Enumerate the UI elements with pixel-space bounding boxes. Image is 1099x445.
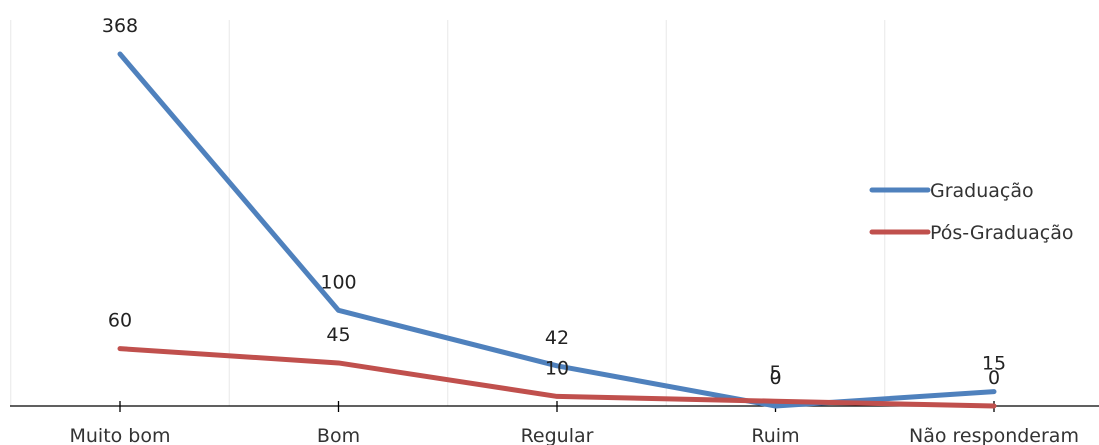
data-label: 60 xyxy=(108,310,132,332)
data-label: 15 xyxy=(982,353,1006,375)
data-label: 45 xyxy=(326,324,350,346)
data-label: 5 xyxy=(769,362,781,384)
data-label: 10 xyxy=(545,357,569,379)
category-label: Não responderam xyxy=(909,425,1079,445)
data-label: 0 xyxy=(988,367,1000,389)
legend: Graduação Pós-Graduação xyxy=(869,180,1074,244)
legend-label: Pós-Graduação xyxy=(930,222,1074,244)
data-label: 0 xyxy=(769,367,781,389)
category-label: Ruim xyxy=(751,425,799,445)
category-label: Muito bom xyxy=(69,425,170,445)
data-label: 100 xyxy=(320,271,356,293)
gridlines xyxy=(10,20,886,406)
category-labels: Muito bom Bom Regular Ruim Não responderam xyxy=(69,425,1078,445)
category-label: Regular xyxy=(521,425,594,445)
data-label: 368 xyxy=(102,15,138,37)
series-lines xyxy=(117,51,997,409)
category-label: Bom xyxy=(317,425,360,445)
legend-label: Graduação xyxy=(930,180,1034,202)
series-line-pos-graduacao xyxy=(117,346,997,409)
data-label: 42 xyxy=(545,327,569,349)
series-line-graduacao xyxy=(117,51,997,409)
